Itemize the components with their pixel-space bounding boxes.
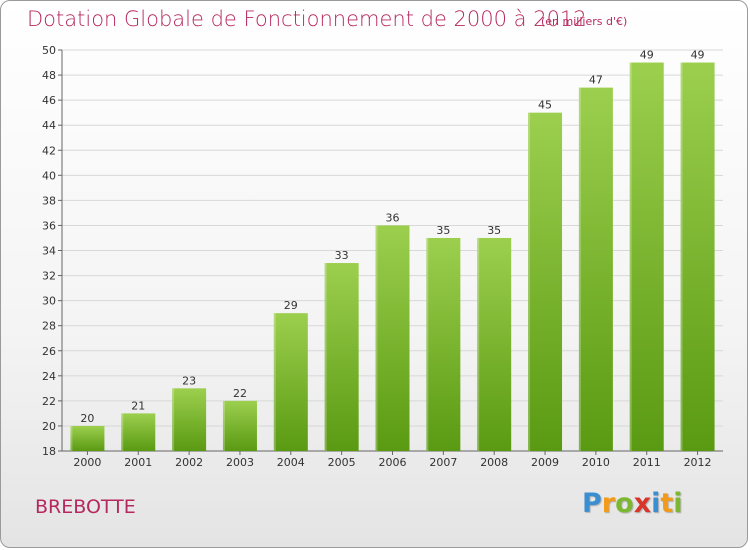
logo-letter: P [582, 488, 602, 519]
x-tick-label: 2012 [684, 456, 712, 469]
logo-letter: r [601, 488, 616, 519]
commune-name: BREBOTTE [35, 496, 136, 518]
y-tick-labels: 18 20 22 24 26 28 30 32 34 36 38 40 42 44 46 48 50 [42, 44, 56, 458]
bar [426, 237, 461, 451]
bar [680, 62, 715, 451]
bar-value-label: 49 [640, 49, 654, 62]
bar-highlight [578, 87, 581, 451]
proxiti-logo[interactable]: Proxiti [582, 488, 683, 519]
bar-highlight [477, 237, 480, 451]
x-tick-label: 2010 [582, 456, 610, 469]
bar [324, 263, 359, 451]
bar-value-label: 35 [436, 224, 450, 237]
bar-highlight [426, 237, 429, 451]
y-tick-label: 20 [42, 420, 56, 433]
bar-value-label: 36 [386, 211, 400, 224]
bars [70, 62, 715, 451]
bar-highlight [121, 413, 124, 451]
bar [528, 112, 563, 451]
bar [477, 237, 512, 451]
bar [273, 313, 308, 451]
bar-highlight [629, 62, 632, 451]
bar-value-label: 22 [233, 387, 247, 400]
y-tick-label: 28 [42, 320, 56, 333]
bar-highlight [70, 425, 73, 451]
y-tick-label: 50 [42, 44, 56, 57]
y-tick-label: 42 [42, 144, 56, 157]
bar [172, 388, 207, 451]
y-tick-label: 38 [42, 194, 56, 207]
bar-value-label: 20 [80, 412, 94, 425]
bar-highlight [680, 62, 683, 451]
x-tick-label: 2011 [633, 456, 661, 469]
chart-subtitle: (en milliers d'€) [541, 15, 628, 28]
bar-value-label: 49 [691, 49, 705, 62]
logo-letter: x [633, 488, 652, 519]
bar [629, 62, 664, 451]
x-tick-label: 2004 [277, 456, 305, 469]
logo-letter: t [660, 488, 674, 519]
x-tick-labels: 2000 2001 2002 2003 2004 2005 2006 2007 2008 2009… [73, 456, 711, 469]
y-tick-label: 36 [42, 219, 56, 232]
x-tick-label: 2006 [379, 456, 407, 469]
value-labels: 20 21 23 22 29 33 36 35 35 45 47 49 49 [80, 49, 704, 425]
y-tick-label: 24 [42, 370, 56, 383]
bar-value-label: 21 [131, 399, 145, 412]
y-tick-label: 34 [42, 245, 56, 258]
y-tick-label: 48 [42, 69, 56, 82]
logo-letter: i [651, 488, 661, 519]
y-tick-label: 22 [42, 395, 56, 408]
x-tick-label: 2009 [531, 456, 559, 469]
x-tick-label: 2003 [226, 456, 254, 469]
y-tick-label: 32 [42, 270, 56, 283]
logo-letter: i [673, 488, 683, 519]
y-tick-label: 44 [42, 119, 56, 132]
chart-title: Dotation Globale de Fonctionnement de 20… [27, 7, 587, 31]
y-tick-label: 30 [42, 295, 56, 308]
bar-highlight [172, 388, 175, 451]
x-tick-label: 2001 [124, 456, 152, 469]
y-tick-label: 18 [42, 445, 56, 458]
bar-value-label: 29 [284, 299, 298, 312]
x-tick-label: 2008 [480, 456, 508, 469]
bar [578, 87, 613, 451]
y-tick-label: 26 [42, 345, 56, 358]
logo-letter: o [615, 488, 634, 519]
bar-highlight [528, 112, 531, 451]
bar [222, 400, 257, 451]
bar-highlight [273, 313, 276, 451]
bar-value-label: 45 [538, 99, 552, 112]
x-tick-label: 2007 [429, 456, 457, 469]
y-tick-label: 46 [42, 94, 56, 107]
bar-value-label: 35 [487, 224, 501, 237]
x-tick-label: 2000 [73, 456, 101, 469]
bar-value-label: 47 [589, 74, 603, 87]
x-tick-label: 2005 [328, 456, 356, 469]
bar [375, 225, 410, 451]
bar-highlight [375, 225, 378, 451]
bar-value-label: 33 [335, 249, 349, 262]
x-tick-label: 2002 [175, 456, 203, 469]
y-tick-label: 40 [42, 169, 56, 182]
bar-value-label: 23 [182, 374, 196, 387]
bar-highlight [222, 400, 225, 451]
bar [70, 425, 105, 451]
bar-highlight [324, 263, 327, 451]
bar [121, 413, 156, 451]
